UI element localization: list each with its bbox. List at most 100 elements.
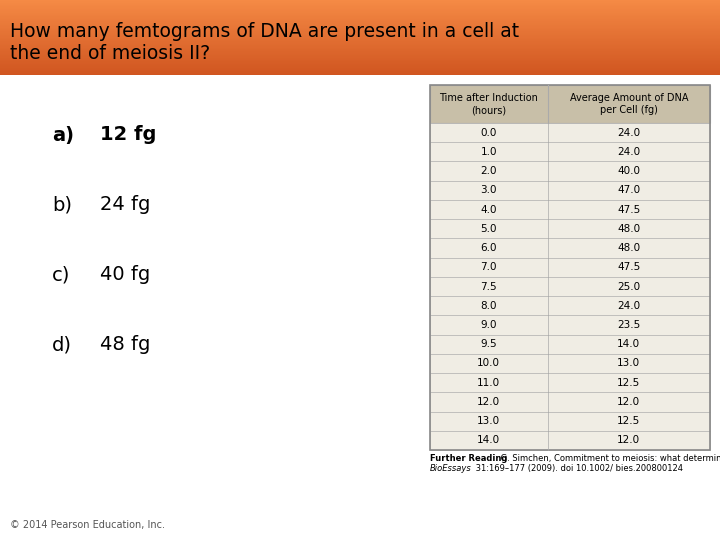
- Text: 14.0: 14.0: [617, 339, 640, 349]
- Bar: [0, 4, 720, 5]
- Bar: [0, 50, 720, 52]
- Text: d): d): [52, 335, 72, 354]
- Text: Average Amount of DNA
per Cell (fg): Average Amount of DNA per Cell (fg): [570, 93, 688, 115]
- Bar: [0, 33, 720, 36]
- Bar: [430, 181, 710, 200]
- Bar: [0, 0, 720, 2]
- Bar: [0, 29, 720, 30]
- Text: 40 fg: 40 fg: [100, 266, 150, 285]
- Text: 7.0: 7.0: [480, 262, 497, 272]
- Text: Time after Induction
(hours): Time after Induction (hours): [439, 93, 539, 115]
- Bar: [0, 49, 720, 51]
- Text: 12.0: 12.0: [617, 435, 640, 445]
- Bar: [0, 16, 720, 18]
- Bar: [430, 296, 710, 315]
- Text: 48 fg: 48 fg: [100, 335, 150, 354]
- Bar: [0, 17, 720, 19]
- Bar: [0, 20, 720, 22]
- Bar: [0, 63, 720, 64]
- Bar: [0, 64, 720, 65]
- Text: 14.0: 14.0: [477, 435, 500, 445]
- Bar: [0, 26, 720, 28]
- Bar: [0, 37, 720, 39]
- Bar: [0, 12, 720, 14]
- Bar: [0, 23, 720, 24]
- Bar: [430, 354, 710, 373]
- Bar: [430, 85, 710, 123]
- Bar: [0, 19, 720, 21]
- Text: 24 fg: 24 fg: [100, 195, 150, 214]
- Bar: [430, 258, 710, 277]
- Bar: [0, 10, 720, 12]
- Bar: [0, 5, 720, 6]
- Bar: [0, 8, 720, 9]
- Bar: [0, 28, 720, 29]
- Bar: [0, 52, 720, 54]
- Bar: [430, 142, 710, 161]
- Text: 24.0: 24.0: [617, 127, 640, 138]
- Bar: [0, 41, 720, 43]
- Text: c): c): [52, 266, 71, 285]
- Bar: [0, 36, 720, 38]
- Bar: [0, 70, 720, 72]
- Text: 11.0: 11.0: [477, 377, 500, 388]
- Text: 8.0: 8.0: [480, 301, 497, 310]
- Text: © 2014 Pearson Education, Inc.: © 2014 Pearson Education, Inc.: [10, 520, 165, 530]
- Text: 9.0: 9.0: [480, 320, 497, 330]
- Text: BioEssays: BioEssays: [430, 464, 472, 473]
- Bar: [430, 335, 710, 354]
- Text: the end of meiosis II?: the end of meiosis II?: [10, 44, 210, 63]
- Bar: [0, 61, 720, 63]
- Bar: [430, 123, 710, 142]
- Text: 9.5: 9.5: [480, 339, 497, 349]
- Bar: [0, 32, 720, 34]
- Bar: [430, 373, 710, 392]
- Text: 48.0: 48.0: [617, 224, 640, 234]
- Bar: [0, 69, 720, 71]
- Text: 12.5: 12.5: [617, 377, 640, 388]
- Text: 47.0: 47.0: [617, 185, 640, 195]
- Text: 12.0: 12.0: [477, 397, 500, 407]
- Text: 48.0: 48.0: [617, 243, 640, 253]
- Bar: [430, 219, 710, 239]
- Text: 40.0: 40.0: [617, 166, 640, 176]
- Bar: [0, 75, 720, 540]
- Bar: [0, 45, 720, 47]
- Bar: [0, 46, 720, 48]
- Bar: [0, 14, 720, 16]
- Text: 23.5: 23.5: [617, 320, 640, 330]
- Bar: [0, 30, 720, 32]
- Bar: [0, 72, 720, 74]
- Bar: [0, 15, 720, 17]
- Bar: [0, 21, 720, 23]
- Bar: [0, 48, 720, 49]
- Bar: [0, 25, 720, 27]
- Bar: [430, 431, 710, 450]
- Bar: [0, 57, 720, 59]
- Text: 4.0: 4.0: [480, 205, 497, 214]
- Text: 12.0: 12.0: [617, 397, 640, 407]
- Text: 12.5: 12.5: [617, 416, 640, 426]
- Text: 1.0: 1.0: [480, 147, 497, 157]
- Bar: [430, 392, 710, 411]
- Bar: [0, 43, 720, 44]
- Bar: [0, 51, 720, 53]
- Text: a): a): [52, 125, 74, 145]
- Bar: [0, 39, 720, 40]
- Bar: [430, 315, 710, 335]
- Text: 24.0: 24.0: [617, 147, 640, 157]
- Text: 0.0: 0.0: [481, 127, 497, 138]
- Text: 2.0: 2.0: [480, 166, 497, 176]
- Bar: [0, 56, 720, 58]
- Bar: [0, 35, 720, 37]
- Text: 12 fg: 12 fg: [100, 125, 156, 145]
- Bar: [430, 239, 710, 258]
- Bar: [0, 9, 720, 10]
- Bar: [0, 1, 720, 3]
- Bar: [0, 74, 720, 76]
- Bar: [0, 6, 720, 8]
- Bar: [430, 277, 710, 296]
- Bar: [0, 60, 720, 62]
- Bar: [0, 24, 720, 25]
- Bar: [0, 65, 720, 67]
